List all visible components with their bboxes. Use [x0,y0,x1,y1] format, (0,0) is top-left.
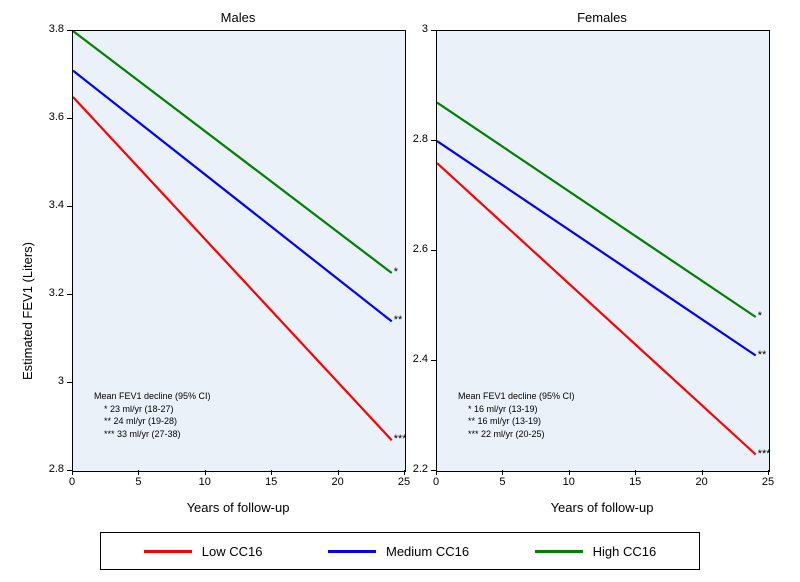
inset-title: Mean FEV1 decline (95% CI) [458,390,575,403]
ytick [67,30,72,31]
ytick [67,118,72,119]
series-line-low [73,97,392,440]
xtick-label: 5 [126,476,150,488]
inset-line: ** 24 ml/yr (19-28) [94,415,211,428]
x-axis-title-males: Years of follow-up [72,500,404,515]
series-line-medium [73,71,392,322]
ytick [431,360,436,361]
ytick-label: 3.8 [36,23,64,35]
ytick-label: 2.2 [400,463,428,475]
ytick [431,30,436,31]
ytick-label: 2.6 [400,243,428,255]
legend-item-medium: Medium CC16 [328,544,469,559]
ytick-label: 2.8 [36,463,64,475]
figure: Estimated FEV1 (Liters) Males Years of f… [0,0,800,582]
xtick-label: 15 [623,476,647,488]
xtick [72,470,73,475]
xtick [702,470,703,475]
ytick [67,470,72,471]
ytick-label: 3 [400,23,428,35]
ytick-label: 2.8 [400,133,428,145]
xtick-label: 20 [690,476,714,488]
inset-line: * 23 ml/yr (18-27) [94,403,211,416]
panel-title-males: Males [72,10,404,25]
xtick [768,470,769,475]
xtick [138,470,139,475]
legend-swatch-medium [328,550,376,553]
series-line-medium [437,141,756,356]
legend-item-low: Low CC16 [144,544,263,559]
xtick-label: 20 [326,476,350,488]
ytick-label: 3.6 [36,111,64,123]
end-marker-females-low: *** [758,448,771,460]
inset-line: *** 22 ml/yr (20-25) [458,428,575,441]
ytick-label: 3 [36,375,64,387]
xtick [635,470,636,475]
xtick [502,470,503,475]
xtick [205,470,206,475]
inset-males: Mean FEV1 decline (95% CI)* 23 ml/yr (18… [94,390,211,440]
xtick-label: 10 [193,476,217,488]
inset-females: Mean FEV1 decline (95% CI)* 16 ml/yr (13… [458,390,575,440]
xtick-label: 0 [424,476,448,488]
ytick [67,382,72,383]
end-marker-males-low: *** [394,433,407,445]
y-axis-title: Estimated FEV1 (Liters) [20,242,35,380]
end-marker-females-medium: ** [758,349,767,361]
xtick-label: 10 [557,476,581,488]
xtick-label: 25 [392,476,416,488]
xtick-label: 15 [259,476,283,488]
xtick-label: 0 [60,476,84,488]
ytick [431,470,436,471]
series-line-high [73,31,392,273]
xtick [338,470,339,475]
legend: Low CC16 Medium CC16 High CC16 [100,532,700,570]
ytick [431,140,436,141]
xtick-label: 5 [490,476,514,488]
xtick [271,470,272,475]
ytick [431,250,436,251]
inset-line: ** 16 ml/yr (13-19) [458,415,575,428]
end-marker-males-high: * [394,266,398,278]
legend-label-medium: Medium CC16 [386,544,469,559]
ytick-label: 2.4 [400,353,428,365]
legend-label-low: Low CC16 [202,544,263,559]
end-marker-males-medium: ** [394,314,403,326]
ytick [67,206,72,207]
xtick [436,470,437,475]
ytick-label: 3.4 [36,199,64,211]
series-line-high [437,103,756,318]
x-axis-title-females: Years of follow-up [436,500,768,515]
inset-title: Mean FEV1 decline (95% CI) [94,390,211,403]
legend-swatch-low [144,550,192,553]
panel-title-females: Females [436,10,768,25]
xtick-label: 25 [756,476,780,488]
ytick [67,294,72,295]
inset-line: *** 33 ml/yr (27-38) [94,428,211,441]
inset-line: * 16 ml/yr (13-19) [458,403,575,416]
end-marker-females-high: * [758,310,762,322]
legend-label-high: High CC16 [593,544,657,559]
xtick [569,470,570,475]
ytick-label: 3.2 [36,287,64,299]
legend-swatch-high [535,550,583,553]
legend-item-high: High CC16 [535,544,657,559]
